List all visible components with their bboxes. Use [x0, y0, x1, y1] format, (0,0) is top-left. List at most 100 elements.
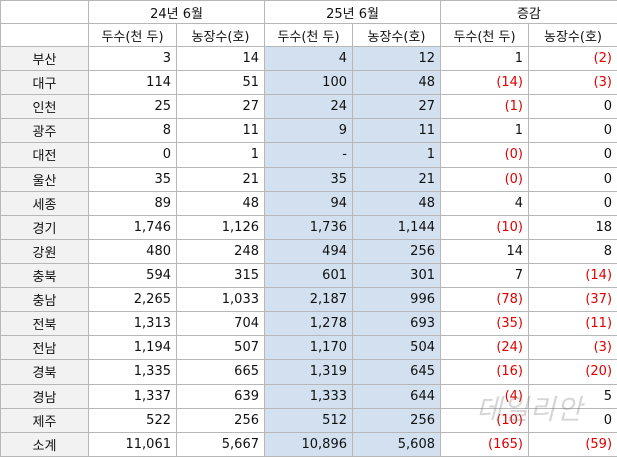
farms-2025-cell: 27: [352, 94, 441, 120]
farms-2025-cell: 301: [352, 262, 441, 289]
farms-2025-cell: 996: [352, 287, 441, 313]
table-row: 경기 1,746 1,126 1,736 1,144 (10) 18: [0, 214, 617, 240]
region-cell: 대구: [0, 70, 89, 96]
region-cell: 부산: [0, 45, 89, 72]
farms-change-cell: 0: [527, 407, 617, 433]
farms-2024-cell: 21: [176, 166, 265, 192]
farms-2025-cell: 644: [352, 383, 441, 409]
table-row: 제주 522 256 512 256 (10) 0: [0, 407, 617, 433]
table-row: 경남 1,337 639 1,333 644 (4) 5: [0, 383, 617, 409]
heads-change-cell: (78): [440, 287, 529, 313]
heads-change-cell: (165): [440, 431, 529, 457]
table-row: 전남 1,194 507 1,170 504 (24) (3): [0, 335, 617, 361]
table-row: 광주 8 11 9 11 1 0: [0, 118, 617, 144]
farms-change-cell: (11): [527, 311, 617, 337]
heads-2025-cell: -: [264, 142, 353, 168]
heads-change-cell: (1): [440, 94, 529, 120]
heads-2025-cell: 9: [264, 118, 353, 144]
sub-header-farms-2024: 농장수(호): [176, 23, 265, 47]
heads-2025-cell: 10,896: [264, 431, 353, 457]
farms-2024-cell: 1,033: [176, 287, 265, 313]
heads-2024-cell: 1,313: [88, 311, 177, 337]
heads-2024-cell: 0: [88, 142, 177, 168]
period-header-2025-june: 25년 6월: [264, 0, 441, 24]
heads-2025-cell: 1,333: [264, 383, 353, 409]
farms-2024-cell: 665: [176, 359, 265, 385]
farms-2025-cell: 48: [352, 70, 441, 96]
period-header-change: 증감: [439, 0, 617, 24]
farms-change-cell: (37): [527, 287, 617, 313]
table-row: 부산 3 14 4 12 1 (2): [0, 45, 617, 72]
heads-change-cell: (10): [440, 407, 529, 433]
farms-change-cell: (3): [527, 335, 617, 361]
sub-header-row: 두수(천 두) 농장수(호) 두수(천 두) 농장수(호) 두수(천 두) 농장…: [0, 23, 617, 47]
heads-2025-cell: 35: [264, 166, 353, 192]
heads-change-cell: (35): [440, 311, 529, 337]
region-cell: 전남: [0, 335, 89, 361]
region-cell: 광주: [0, 118, 89, 144]
farms-change-cell: 0: [527, 190, 617, 216]
farms-2025-cell: 11: [352, 118, 441, 144]
heads-change-cell: (10): [440, 214, 529, 240]
heads-2024-cell: 1,746: [88, 214, 177, 240]
table-row: 충남 2,265 1,033 2,187 996 (78) (37): [0, 287, 617, 313]
heads-2025-cell: 2,187: [264, 287, 353, 313]
farms-2024-cell: 1: [176, 142, 265, 168]
corner-cell: [0, 0, 89, 24]
sub-header-heads-2025: 두수(천 두): [264, 23, 353, 47]
farms-2024-cell: 256: [176, 407, 265, 433]
farms-change-cell: 5: [527, 383, 617, 409]
farms-2024-cell: 704: [176, 311, 265, 337]
heads-2024-cell: 89: [88, 190, 177, 216]
heads-change-cell: (14): [440, 70, 529, 96]
farms-2024-cell: 27: [176, 94, 265, 120]
heads-2024-cell: 594: [88, 262, 177, 289]
table-row: 울산 35 21 35 21 (0) 0: [0, 166, 617, 192]
heads-2025-cell: 601: [264, 262, 353, 289]
farms-2025-cell: 1: [352, 142, 441, 168]
heads-change-cell: 1: [440, 118, 529, 144]
farms-2025-cell: 21: [352, 166, 441, 192]
farms-2025-cell: 645: [352, 359, 441, 385]
heads-change-cell: (0): [440, 142, 529, 168]
farms-2024-cell: 14: [176, 45, 265, 72]
heads-2025-cell: 24: [264, 94, 353, 120]
heads-2024-cell: 2,265: [88, 287, 177, 313]
region-cell: 강원: [0, 238, 89, 264]
heads-2025-cell: 1,170: [264, 335, 353, 361]
sub-header-heads-change: 두수(천 두): [440, 23, 529, 47]
farms-2024-cell: 248: [176, 238, 265, 264]
table-row: 대전 0 1-1 (0) 0: [0, 142, 617, 168]
heads-2025-cell: 512: [264, 407, 353, 433]
heads-change-cell: (0): [440, 166, 529, 192]
heads-change-cell: 1: [440, 45, 529, 72]
region-cell: 경남: [0, 383, 89, 409]
farms-2025-cell: 256: [352, 238, 441, 264]
table-row: 충북 594 315 601 301 7 (14): [0, 262, 617, 289]
farms-change-cell: 18: [527, 214, 617, 240]
table-row: 세종 89 48 94 48 4 0: [0, 190, 617, 216]
farms-2024-cell: 48: [176, 190, 265, 216]
region-cell: 인천: [0, 94, 89, 120]
table-row: 인천 25 27 24 27 (1) 0: [0, 94, 617, 120]
region-cell: 충남: [0, 287, 89, 313]
farms-2024-cell: 507: [176, 335, 265, 361]
period-header-row: 24년 6월 25년 6월 증감: [0, 0, 617, 24]
heads-2025-cell: 4: [264, 45, 353, 72]
region-cell: 세종: [0, 190, 89, 216]
heads-2025-cell: 494: [264, 238, 353, 264]
heads-2024-cell: 480: [88, 238, 177, 264]
farms-2025-cell: 5,608: [352, 431, 441, 457]
heads-2024-cell: 1,194: [88, 335, 177, 361]
table-row: 경북 1,335 665 1,319 645 (16) (20): [0, 359, 617, 385]
heads-2025-cell: 1,319: [264, 359, 353, 385]
farms-change-cell: (20): [527, 359, 617, 385]
heads-change-cell: 4: [440, 190, 529, 216]
farms-change-cell: (14): [527, 262, 617, 289]
farms-2024-cell: 11: [176, 118, 265, 144]
heads-2025-cell: 1,736: [264, 214, 353, 240]
heads-2025-cell: 1,278: [264, 311, 353, 337]
farms-2025-cell: 693: [352, 311, 441, 337]
heads-2024-cell: 35: [88, 166, 177, 192]
